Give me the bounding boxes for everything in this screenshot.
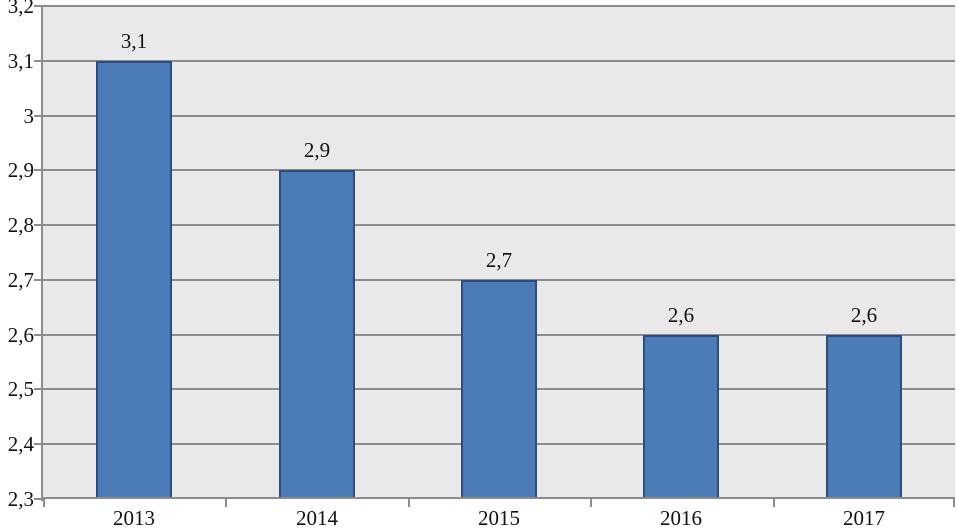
x-category-label: 2017 (843, 506, 885, 530)
bar (461, 280, 537, 499)
x-category-label: 2015 (478, 506, 520, 530)
bar-data-label: 2,7 (485, 248, 513, 272)
x-category-label: 2014 (296, 506, 338, 530)
gridline (43, 169, 955, 171)
bar-data-label: 2,6 (667, 303, 695, 327)
bar-data-label: 2,6 (850, 303, 878, 327)
bar (96, 61, 172, 499)
gridline (43, 5, 955, 7)
bar (826, 335, 902, 499)
y-tick-label: 2,6 (7, 323, 34, 347)
bar-data-label: 3,1 (120, 29, 148, 53)
y-axis-line (41, 6, 43, 501)
y-tick-label: 3,2 (7, 0, 34, 18)
y-axis-tick (34, 224, 43, 226)
y-tick-label: 3,1 (7, 49, 34, 73)
y-axis-tick (34, 443, 43, 445)
y-tick-label: 2,5 (7, 377, 34, 401)
gridline (43, 60, 955, 62)
x-axis-tick (590, 499, 592, 507)
x-axis-tick (225, 499, 227, 507)
x-category-label: 2016 (660, 506, 702, 530)
y-axis-tick (34, 388, 43, 390)
y-tick-label: 2,3 (7, 487, 34, 511)
y-tick-label: 3 (23, 104, 35, 128)
gridline (43, 224, 955, 226)
y-tick-label: 2,7 (7, 268, 34, 292)
y-tick-label: 2,8 (7, 213, 34, 237)
y-axis-tick (34, 5, 43, 7)
bar-data-label: 2,9 (303, 138, 331, 162)
y-axis-tick (34, 169, 43, 171)
y-tick-label: 2,9 (7, 158, 34, 182)
x-axis-tick (43, 499, 45, 507)
y-axis-tick (34, 115, 43, 117)
x-axis-line (41, 497, 955, 499)
bar (643, 335, 719, 499)
y-axis-tick (34, 279, 43, 281)
x-axis-tick (773, 499, 775, 507)
y-axis-tick (34, 60, 43, 62)
y-tick-label: 2,4 (7, 432, 34, 456)
x-axis-tick (408, 499, 410, 507)
y-axis-tick (34, 498, 43, 500)
bar (279, 170, 355, 499)
x-axis-tick (953, 499, 955, 507)
gridline (43, 115, 955, 117)
y-axis-tick (34, 334, 43, 336)
x-category-label: 2013 (113, 506, 155, 530)
